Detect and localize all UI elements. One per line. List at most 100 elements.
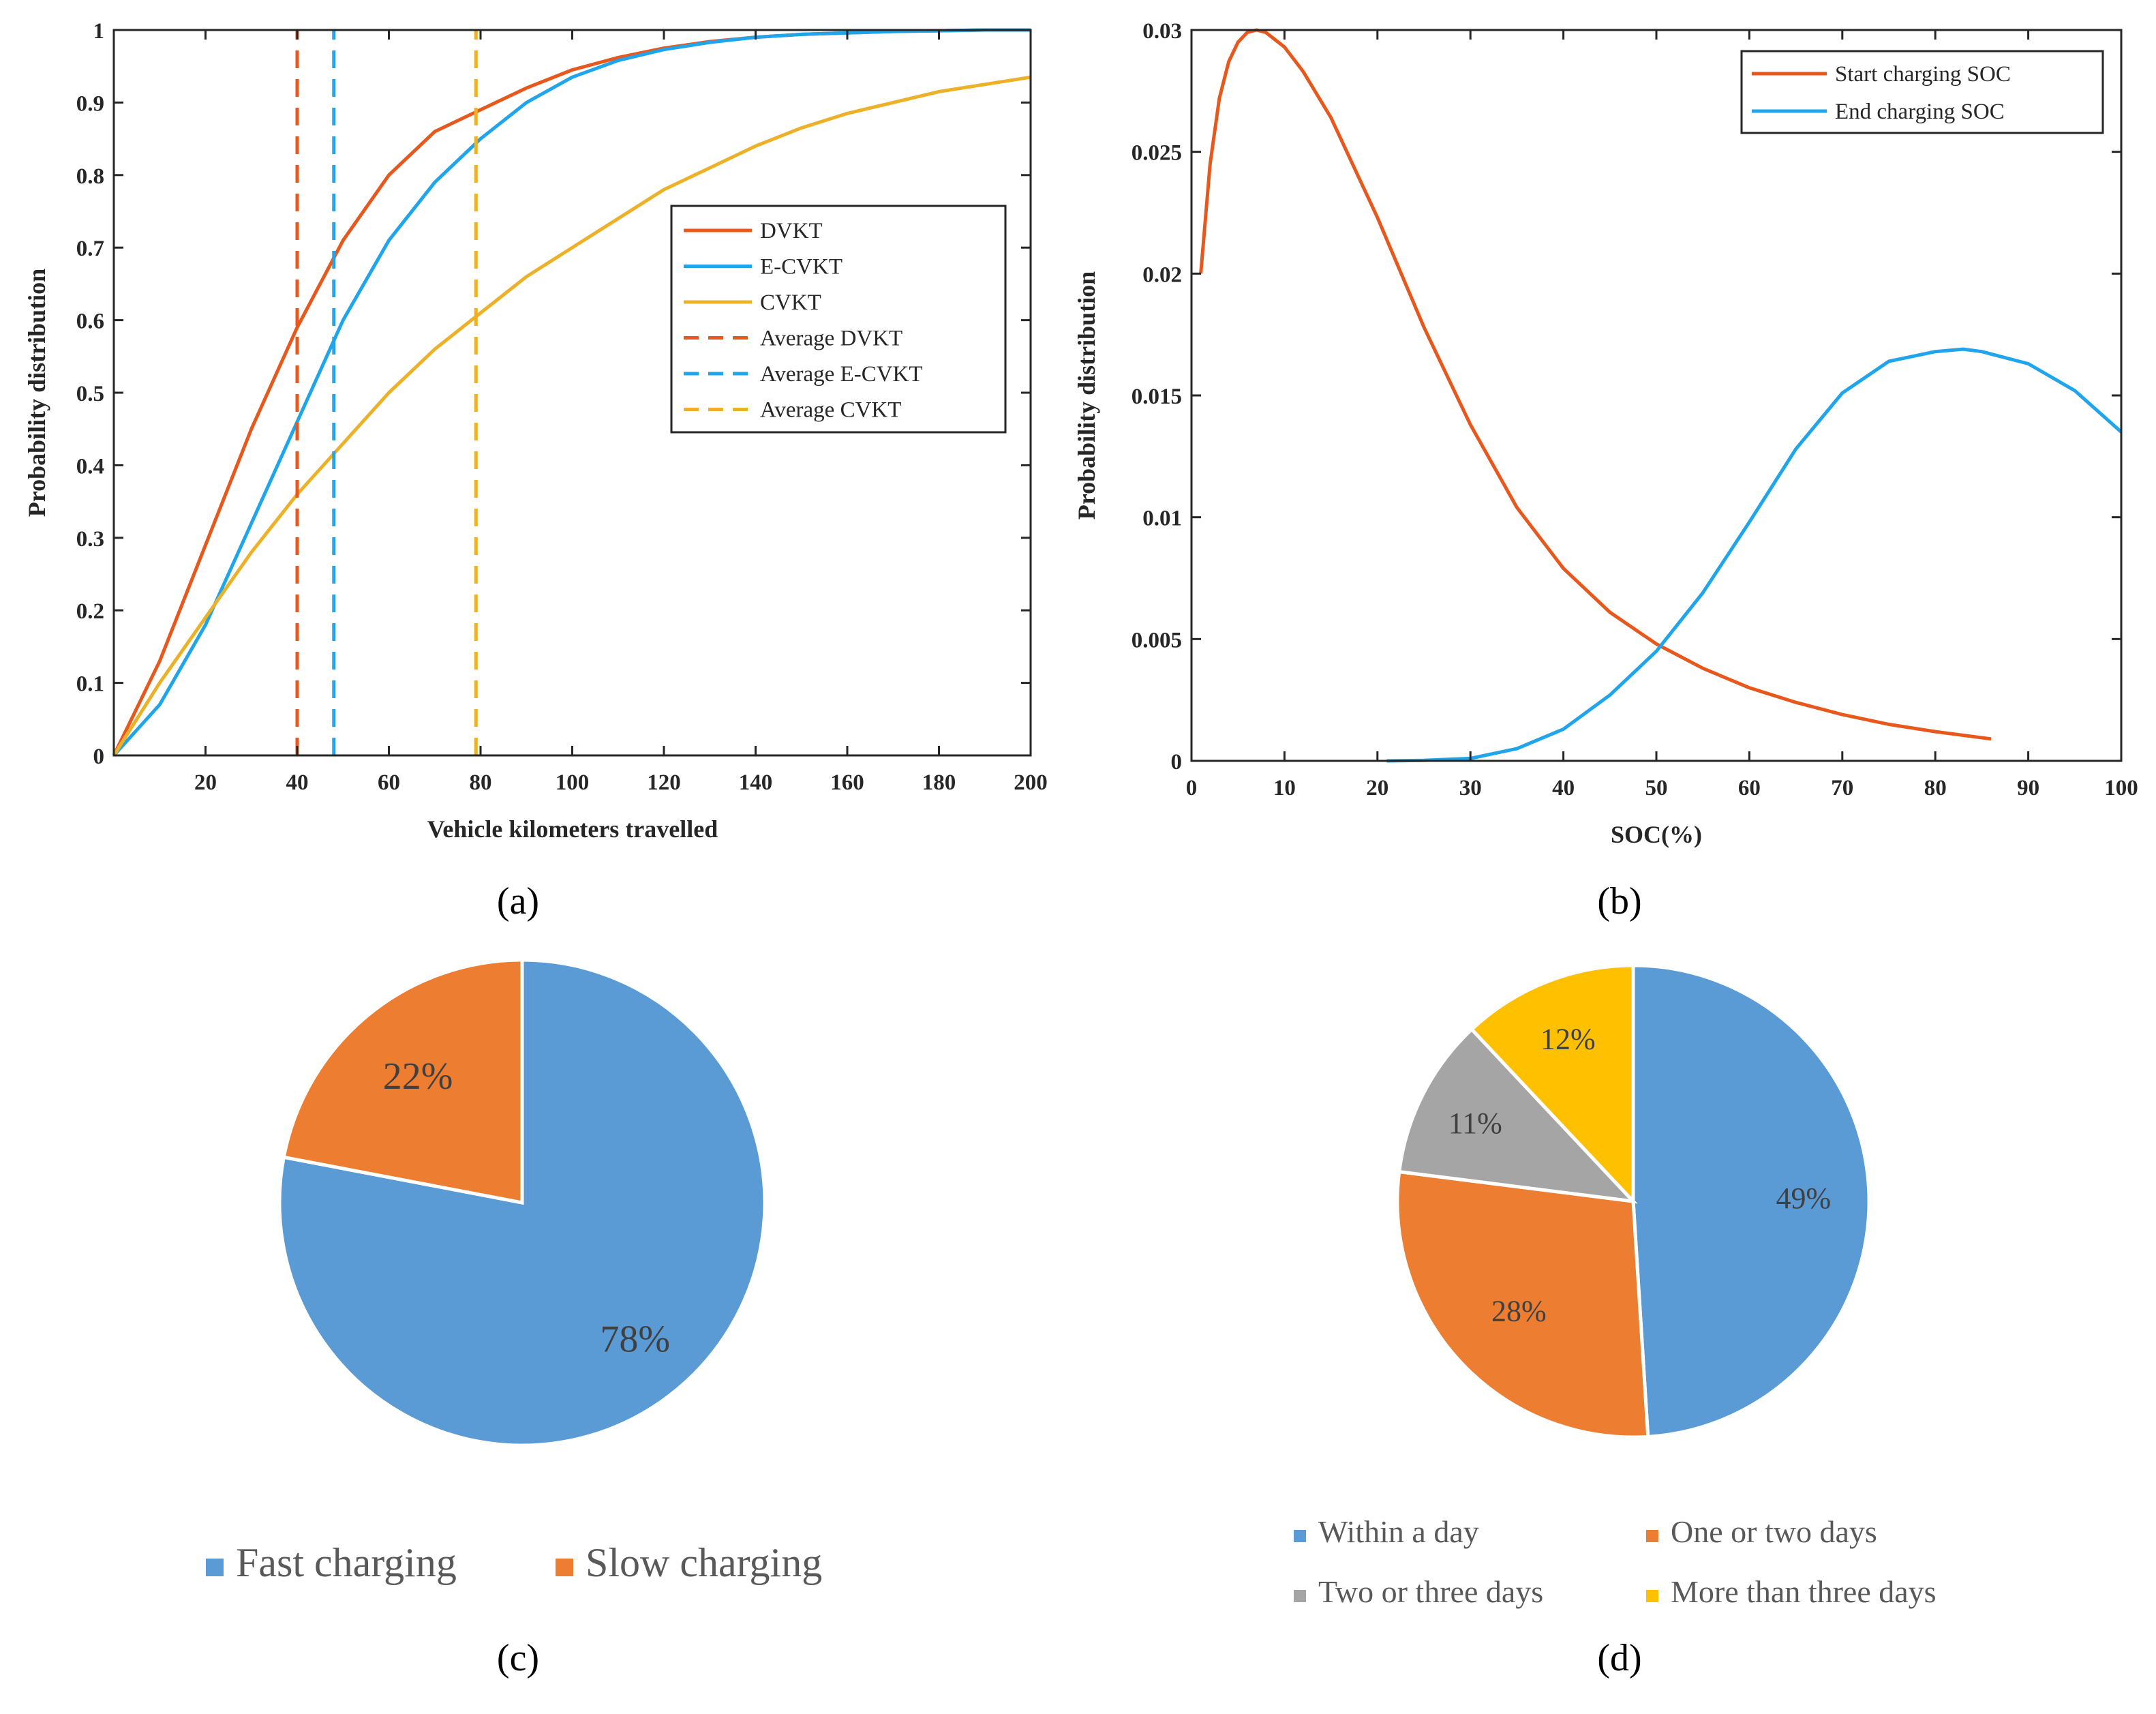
panel-d-legend-label: More than three days (1671, 1574, 1937, 1609)
panel-a-cdf-chart: 20 40 60 80 100 120 140 160 180 200 0 0.1 0.2 0.3 0.4 0… (23, 19, 1048, 922)
panel-a-ytick-label: 0.9 (76, 91, 104, 116)
panel-b-xtick-label: 100 (2104, 776, 2138, 800)
panel-a-ytick-label: 0.1 (76, 672, 104, 697)
panel-d-pie-chart: 49% 28% 11% 12% Within a day One or two days… (1294, 963, 1937, 1679)
panel-b-xlabel: SOC(%) (1611, 821, 1702, 848)
panel-a-legend-label: E-CVKT (760, 255, 842, 280)
panel-b-xtick-label: 0 (1186, 776, 1198, 800)
panel-d-legend-swatch (1294, 1590, 1306, 1602)
panel-d-legend-swatch (1646, 1590, 1658, 1602)
panel-d-slice-label: 11% (1448, 1107, 1502, 1140)
panel-d-slice-more-than-three-days (1469, 963, 1635, 1206)
panel-c-legend-swatch (206, 1559, 224, 1576)
panel-c-pie-chart: 78% 22% Fast charging Slow charging (c) (206, 958, 822, 1679)
panel-a-legend: DVKT E-CVKT CVKT Average DVKT Average E-CVKT… (670, 205, 1007, 434)
panel-d-slice-two-or-three-days (1397, 1027, 1638, 1204)
panel-d-legend-swatch (1646, 1530, 1658, 1542)
panel-d-legend-swatch (1294, 1530, 1306, 1542)
panel-b-legend-box (1740, 50, 2104, 134)
panel-d-slice-labels: 49% 28% 11% 12% (1448, 1022, 1831, 1327)
panel-d-slice-label: 28% (1491, 1294, 1547, 1327)
panel-b-xtick-label: 10 (1273, 776, 1296, 800)
panel-b-xtick-label: 60 (1738, 776, 1761, 800)
panel-c-legend-swatch (556, 1559, 573, 1576)
panel-b-xtick-label: 40 (1552, 776, 1575, 800)
panel-b-ytick-label: 0.01 (1142, 507, 1182, 531)
panel-a-ylabel: Probability distribution (23, 269, 50, 517)
panel-a-xtick-label: 80 (470, 770, 492, 795)
panel-a-legend-label: DVKT (760, 219, 823, 243)
panel-b-legend-label: Start charging SOC (1835, 62, 2011, 87)
panel-c-legend-label: Fast charging (236, 1540, 457, 1585)
panel-b-xtick-label: 50 (1645, 776, 1668, 800)
panel-a-xtick-label: 20 (194, 770, 217, 795)
panel-a-legend-box (670, 205, 1007, 434)
panel-a-xtick-label: 200 (1014, 770, 1048, 795)
panel-d-legend-label: Within a day (1318, 1514, 1479, 1549)
panel-a-series-e-cvkt (112, 28, 1031, 757)
panel-b-series-end-charging-soc (1386, 347, 2123, 763)
panel-a-xtick-label: 120 (647, 770, 681, 795)
panel-b-ytick-label: 0.03 (1142, 19, 1182, 44)
panel-a-xlabel: Vehicle kilometers travelled (427, 815, 718, 843)
panel-a-ticks: 20 40 60 80 100 120 140 160 180 200 0 0.1 0.2 0.3 0.4 0… (76, 19, 1048, 795)
panel-d-slice-within-a-day (1631, 963, 1871, 1439)
panel-c-caption: (c) (497, 1637, 539, 1679)
panel-a-ytick-label: 0.5 (76, 382, 104, 406)
panel-b-series (1199, 28, 2123, 763)
panel-a-xtick-label: 160 (830, 770, 864, 795)
panel-a-ytick-label: 0.8 (76, 164, 104, 189)
panel-a-ytick-label: 0.3 (76, 527, 104, 552)
panel-c-slice-labels: 78% 22% (383, 1055, 670, 1360)
panel-b-series-start-charging-soc (1199, 28, 1992, 741)
panel-b-pdf-chart: 0 10 20 30 40 50 60 70 80 90 100 0 0.005 0.01 0.015 0.0… (1073, 19, 2138, 922)
panel-c-legend: Fast charging Slow charging (206, 1540, 822, 1585)
panel-a-legend-label: Average CVKT (760, 398, 901, 423)
panel-d-legend-label: One or two days (1671, 1514, 1877, 1549)
panel-b-ytick-label: 0.015 (1132, 385, 1182, 409)
panel-c-slice-label: 22% (383, 1055, 453, 1098)
panel-b-caption: (b) (1597, 880, 1641, 922)
panel-d-caption: (d) (1597, 1637, 1641, 1679)
panel-b-xtick-label: 30 (1459, 776, 1482, 800)
panel-d-slice-label: 12% (1540, 1022, 1596, 1055)
panel-b-ticks: 0 10 20 30 40 50 60 70 80 90 100 0 0.005 0.01 0.015 0.0… (1132, 19, 2138, 800)
panel-b-legend: Start charging SOC End charging SOC (1740, 50, 2104, 134)
panel-a-xtick-label: 180 (922, 770, 956, 795)
panel-a-caption: (a) (497, 880, 539, 922)
panel-a-series-cvkt (112, 75, 1031, 757)
panel-b-ytick-label: 0.02 (1142, 262, 1182, 287)
panel-b-legend-label: End charging SOC (1835, 100, 2005, 124)
panel-b-ytick-label: 0.005 (1132, 628, 1182, 652)
panel-d-legend-label: Two or three days (1318, 1574, 1543, 1609)
panel-d-legend: Within a day One or two days Two or three … (1294, 1514, 1937, 1609)
panel-a-xtick-label: 140 (739, 770, 773, 795)
panel-a-ytick-label: 0.4 (76, 454, 104, 479)
panel-b-xtick-label: 90 (2017, 776, 2039, 800)
panel-d-slices (1395, 963, 1871, 1439)
panel-a-xtick-label: 100 (556, 770, 590, 795)
panel-a-ytick-label: 0.2 (76, 599, 104, 624)
panel-a-legend-label: Average E-CVKT (760, 362, 923, 387)
panel-a-xtick-label: 40 (286, 770, 309, 795)
panel-c-slice-label: 78% (600, 1318, 670, 1360)
panel-b-xtick-label: 70 (1831, 776, 1853, 800)
panel-a-legend-label: CVKT (760, 290, 821, 315)
panel-c-slice-slow-charging (282, 958, 524, 1205)
panel-a-ytick-label: 0.7 (76, 237, 104, 261)
panel-d-slice-label: 49% (1776, 1182, 1832, 1215)
panel-a-ytick-label: 1 (93, 19, 105, 44)
panel-a-ytick-label: 0.6 (76, 310, 104, 334)
panel-b-ylabel: Probability distribution (1073, 271, 1100, 520)
panel-b-xtick-label: 20 (1366, 776, 1388, 800)
panel-b-ytick-label: 0 (1171, 750, 1183, 775)
panel-b-ytick-label: 0.025 (1132, 141, 1182, 166)
panel-a-legend-label: Average DVKT (760, 327, 902, 351)
panel-d-slice-one-or-two-days (1395, 1169, 1650, 1439)
panel-a-ytick-label: 0 (93, 745, 105, 769)
panel-c-legend-label: Slow charging (586, 1540, 822, 1585)
panel-b-xtick-label: 80 (1924, 776, 1947, 800)
panel-a-xtick-label: 60 (378, 770, 400, 795)
panel-c-slices (277, 958, 767, 1447)
